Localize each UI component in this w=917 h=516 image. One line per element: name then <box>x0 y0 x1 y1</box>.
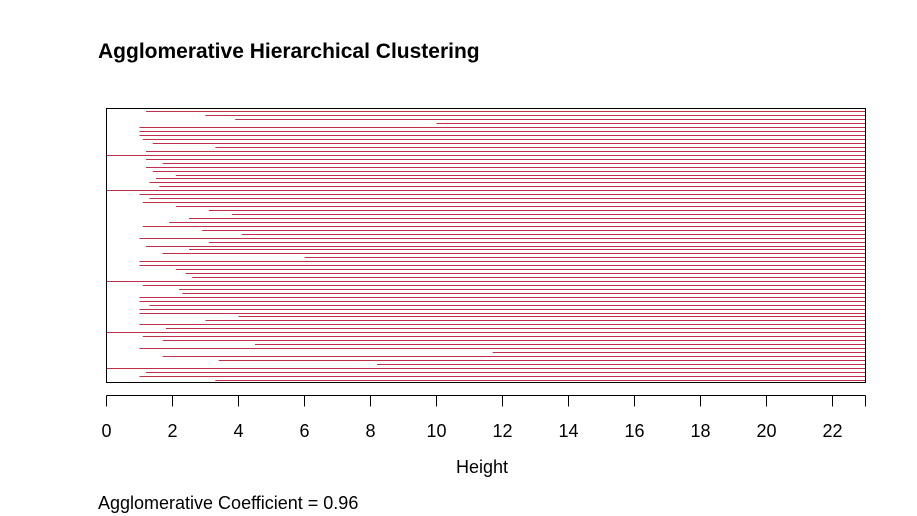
x-tick-label: 22 <box>822 421 842 441</box>
banner-bars <box>106 111 866 381</box>
x-tick-label: 4 <box>233 421 243 441</box>
x-tick-label: 16 <box>624 421 644 441</box>
x-tick-label: 10 <box>426 421 446 441</box>
x-tick-label: 2 <box>167 421 177 441</box>
x-tick-label: 0 <box>101 421 111 441</box>
x-tick-label: 18 <box>690 421 710 441</box>
x-tick-label: 12 <box>492 421 512 441</box>
x-axis-ticks: 0 2 4 6 8 10 12 14 16 18 20 22 <box>101 395 866 441</box>
x-axis-label: Height <box>456 457 508 477</box>
x-tick-label: 8 <box>365 421 375 441</box>
x-tick-label: 20 <box>756 421 776 441</box>
plot-frame <box>106 108 866 383</box>
x-tick-label: 6 <box>299 421 309 441</box>
x-tick-label: 14 <box>558 421 578 441</box>
chart-title: Agglomerative Hierarchical Clustering <box>98 40 480 63</box>
agglomerative-coefficient: Agglomerative Coefficient = 0.96 <box>98 493 358 513</box>
